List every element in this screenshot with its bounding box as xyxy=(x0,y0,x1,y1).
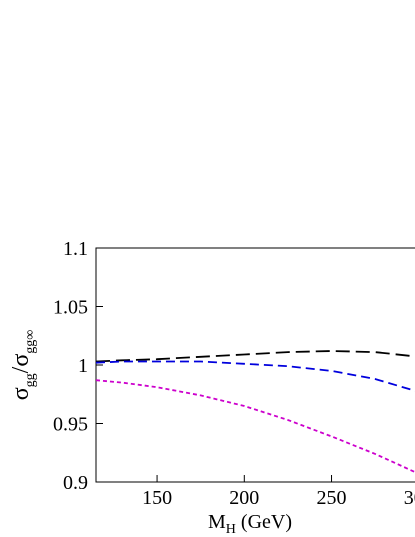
x-tick-label: 150 xyxy=(142,487,172,509)
y-tick-label: 1 xyxy=(78,355,88,377)
x-tick-label: 200 xyxy=(229,487,259,509)
y-axis-label: σgg/σgg∞ xyxy=(8,330,38,401)
x-axis-label: MH (GeV) xyxy=(208,511,292,537)
series-line xyxy=(95,379,415,474)
y-tick-label: 0.95 xyxy=(53,414,88,436)
y-tick-label: 0.9 xyxy=(63,472,88,494)
x-label-sub: H xyxy=(226,522,236,537)
y-tick-label: 1.05 xyxy=(53,297,88,319)
x-label-rest: (GeV) xyxy=(241,511,292,533)
x-tick-label: 250 xyxy=(317,487,347,509)
x-tick-label: 300 xyxy=(404,487,415,509)
series-line xyxy=(95,350,415,363)
y-label-a: σ xyxy=(8,387,34,400)
y-tick-label: 1.1 xyxy=(63,238,88,260)
y-label-b: /σ xyxy=(8,354,34,374)
series-line xyxy=(95,360,415,392)
x-label-main: M xyxy=(208,511,226,533)
y-label-b-sub: gg∞ xyxy=(23,330,38,354)
y-label-a-sub: gg xyxy=(23,373,38,387)
